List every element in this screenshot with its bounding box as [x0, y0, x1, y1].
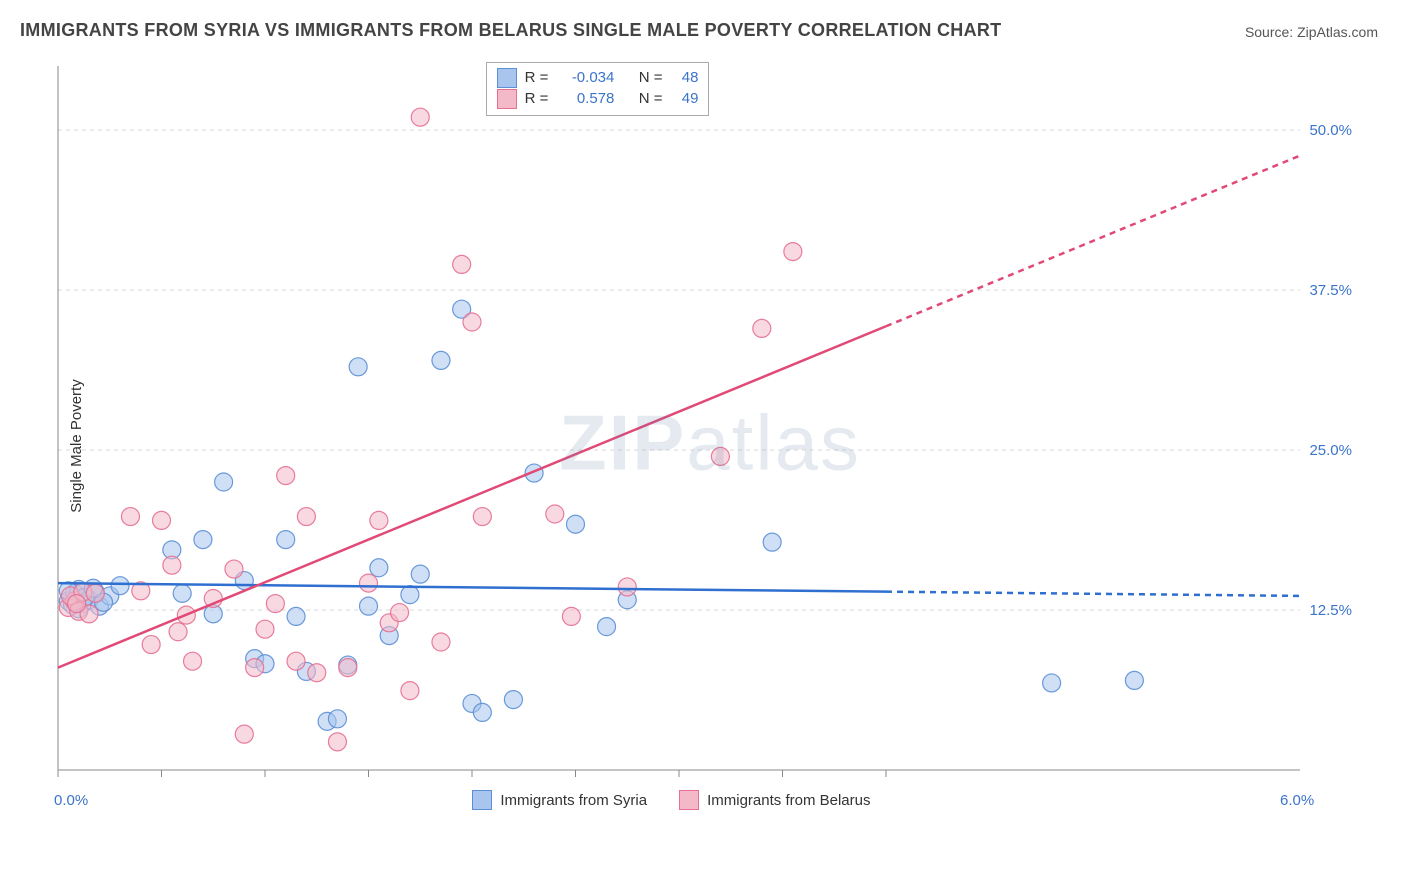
correlation-legend-row: R = -0.034 N = 48 [497, 67, 699, 88]
series-legend-label: Immigrants from Syria [500, 792, 647, 809]
svg-text:25.0%: 25.0% [1309, 442, 1352, 459]
legend-swatch [497, 89, 517, 109]
correlation-legend-row: R = 0.578 N = 49 [497, 88, 699, 109]
legend-swatch [679, 790, 699, 810]
chart-svg: 12.5% 25.0% 37.5% 50.0% [50, 58, 1370, 828]
svg-text:50.0%: 50.0% [1309, 122, 1352, 139]
legend-swatch [472, 790, 492, 810]
series-legend: Immigrants from Syria Immigrants from Bel… [472, 790, 870, 810]
x-axis-max-label: 6.0% [1280, 792, 1314, 809]
series-legend-label: Immigrants from Belarus [707, 792, 870, 809]
source-attribution: Source: ZipAtlas.com [1245, 24, 1378, 40]
chart-title: IMMIGRANTS FROM SYRIA VS IMMIGRANTS FROM… [20, 20, 1001, 41]
svg-text:12.5%: 12.5% [1309, 602, 1352, 619]
x-axis-min-label: 0.0% [54, 792, 88, 809]
scatter-plot: 12.5%25.0%37.5%50.0% ZIPatlas R = -0.034… [50, 58, 1370, 828]
correlation-legend: R = -0.034 N = 48R = 0.578 N = 49 [486, 62, 710, 116]
series-legend-item: Immigrants from Belarus [679, 790, 870, 810]
series-legend-item: Immigrants from Syria [472, 790, 647, 810]
svg-text:37.5%: 37.5% [1309, 282, 1352, 299]
legend-swatch [497, 68, 517, 88]
